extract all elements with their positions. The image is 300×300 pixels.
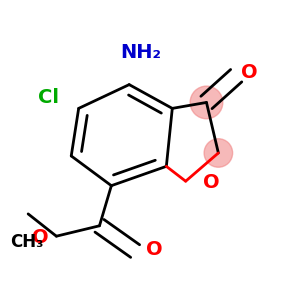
Circle shape: [204, 139, 233, 167]
Text: O: O: [32, 228, 48, 247]
Text: O: O: [146, 240, 163, 259]
Circle shape: [190, 86, 223, 119]
Text: O: O: [202, 173, 219, 192]
Text: O: O: [241, 63, 258, 82]
Text: Cl: Cl: [38, 88, 59, 107]
Text: CH₃: CH₃: [10, 233, 43, 251]
Text: NH₂: NH₂: [121, 43, 162, 62]
